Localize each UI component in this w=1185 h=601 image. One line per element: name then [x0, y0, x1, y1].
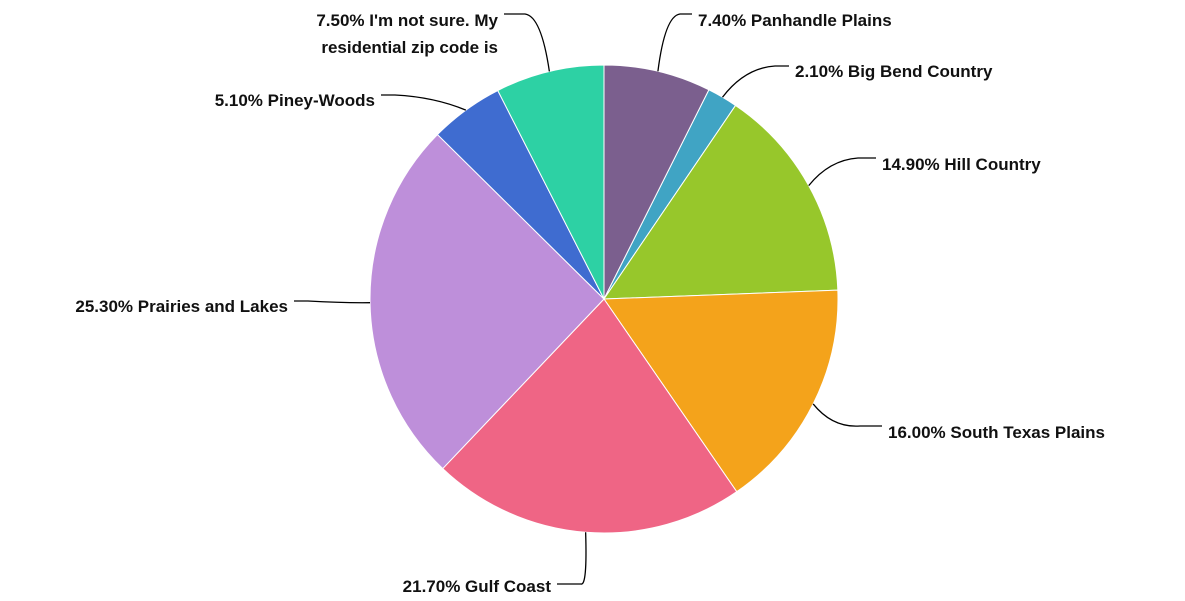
slice-label-piney-woods: 5.10% Piney-Woods [215, 91, 375, 110]
pie-slice-south-texas-plains [603, 289, 839, 493]
leader-lines [294, 13, 882, 585]
slice-label-gulf-coast: 21.70% Gulf Coast [403, 577, 552, 596]
slice-label-big-bend-country: 2.10% Big Bend Country [795, 62, 993, 81]
pie-slice-panhandle-plains [603, 64, 710, 300]
pie-slice-i-m-not-sure-my-residential-zip-code-is [497, 64, 605, 300]
leader-line-panhandle-plains [657, 13, 692, 72]
slice-label-i-m-not-sure-my-residential-zip-code-is: 7.50% I'm not sure. My residential zip co… [316, 11, 498, 57]
leader-line-piney-woods [381, 94, 467, 111]
slice-label-south-texas-plains: 16.00% South Texas Plains [888, 423, 1105, 442]
leader-line-south-texas-plains [812, 403, 882, 427]
slice-label-prairies-and-lakes: 25.30% Prairies and Lakes [75, 297, 288, 316]
pie-slices [369, 64, 839, 534]
slice-labels: 7.40% Panhandle Plains 2.10% Big Bend Cou… [75, 11, 1105, 596]
leader-line-i-m-not-sure-my-residential-zip-code-is [504, 13, 551, 72]
leader-line-hill-country [808, 157, 876, 187]
leader-line-gulf-coast [557, 532, 587, 585]
slice-label-panhandle-plains: 7.40% Panhandle Plains [698, 11, 892, 30]
slice-label-hill-country: 14.90% Hill Country [882, 155, 1041, 174]
leader-line-big-bend-country [721, 65, 789, 98]
leader-line-prairies-and-lakes [294, 300, 371, 304]
